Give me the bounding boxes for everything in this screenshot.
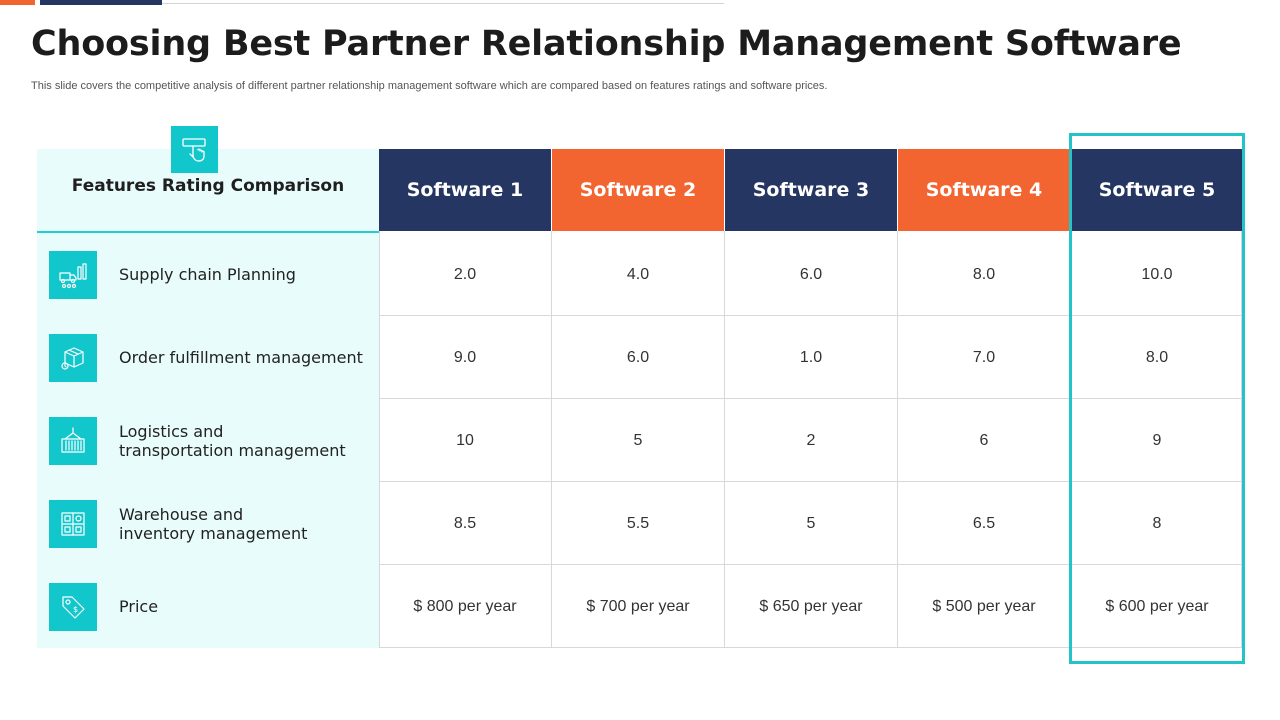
- slide-subtitle: This slide covers the competitive analys…: [31, 80, 828, 92]
- row-divider: [379, 481, 1242, 482]
- table-cell: 2: [806, 431, 816, 449]
- column-header-software-1: Software 1: [379, 149, 551, 231]
- table-cell: 7.0: [972, 348, 996, 366]
- row-divider: [379, 564, 1242, 565]
- column-divider: [724, 231, 725, 648]
- column-header-software-2: Software 2: [552, 149, 724, 231]
- table-cell: 10.0: [1141, 265, 1173, 283]
- table-cell: 5: [633, 431, 643, 449]
- table-cell: $ 800 per year: [413, 597, 517, 615]
- table-cell: 2.0: [453, 265, 477, 283]
- top-accent-navy: [40, 0, 162, 5]
- row-divider: [379, 398, 1242, 399]
- table-cell: 5.5: [626, 514, 650, 532]
- svg-text:$: $: [73, 605, 78, 614]
- table-cell: 6.0: [799, 265, 823, 283]
- software-5-highlight-frame: [1069, 133, 1245, 664]
- container-crane-icon: [49, 417, 97, 465]
- column-divider: [897, 231, 898, 648]
- feature-row-supply-chain: Supply chain Planning: [37, 233, 379, 316]
- table-cell: 5: [806, 514, 816, 532]
- row-divider: [379, 647, 1242, 648]
- table-cell: 6.5: [972, 514, 996, 532]
- table-cell: $ 600 per year: [1105, 597, 1209, 615]
- table-cell: 8.5: [453, 514, 477, 532]
- feature-label: Logistics and transportation management: [119, 421, 346, 460]
- features-header-label: Features Rating Comparison: [71, 176, 345, 196]
- feature-label: Order fulfillment management: [119, 348, 363, 367]
- table-cell: 4.0: [626, 265, 650, 283]
- table-cell: 9: [1152, 431, 1162, 449]
- feature-row-logistics: Logistics and transportation management: [37, 399, 379, 482]
- feature-row-price: $ Price: [37, 565, 379, 648]
- table-cell: 1.0: [799, 348, 823, 366]
- price-tag-icon: $: [49, 583, 97, 631]
- table-cell: 9.0: [453, 348, 477, 366]
- column-header-software-3: Software 3: [725, 149, 897, 231]
- feature-row-order-fulfillment: Order fulfillment management: [37, 316, 379, 399]
- table-cell: 10: [456, 431, 474, 449]
- hand-pointer-icon: [171, 126, 218, 173]
- supply-chain-icon: [49, 251, 97, 299]
- table-cell: 8.0: [1145, 348, 1169, 366]
- column-header-software-4: Software 4: [898, 149, 1070, 231]
- column-divider: [551, 231, 552, 648]
- table-cell: $ 500 per year: [932, 597, 1036, 615]
- column-divider: [1241, 231, 1242, 648]
- feature-label: Supply chain Planning: [119, 265, 296, 284]
- table-cell: $ 650 per year: [759, 597, 863, 615]
- table-cell: 6.0: [626, 348, 650, 366]
- table-cell: 8: [1152, 514, 1162, 532]
- column-header-software-5: Software 5: [1071, 149, 1243, 231]
- feature-label: Warehouse and inventory management: [119, 504, 308, 543]
- warehouse-icon: [49, 500, 97, 548]
- package-icon: [49, 334, 97, 382]
- slide-title: Choosing Best Partner Relationship Manag…: [31, 24, 1182, 64]
- table-cell: 8.0: [972, 265, 996, 283]
- table-cell: 6: [979, 431, 989, 449]
- table-cell: $ 700 per year: [586, 597, 690, 615]
- row-divider: [379, 315, 1242, 316]
- column-divider: [379, 231, 380, 648]
- feature-row-warehouse: Warehouse and inventory management: [37, 482, 379, 565]
- feature-header-divider: [37, 231, 379, 233]
- top-accent-line: [162, 3, 724, 4]
- feature-label: Price: [119, 597, 159, 616]
- top-accent-orange: [0, 0, 35, 5]
